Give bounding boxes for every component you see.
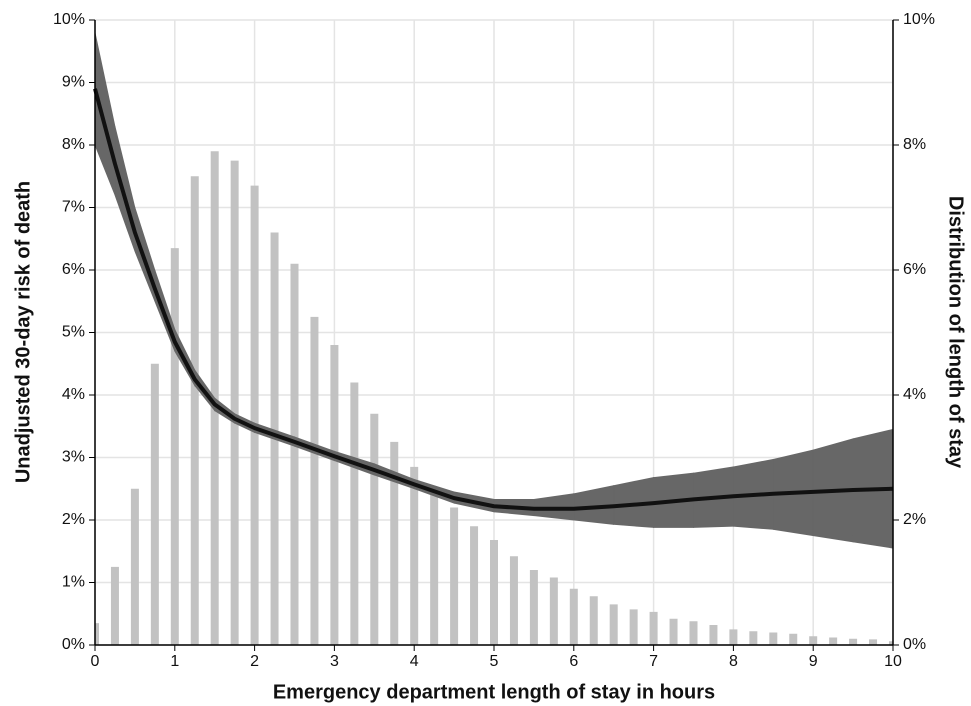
bar [629, 609, 638, 645]
bar [330, 345, 339, 645]
y-axis-label: Unadjusted 30-day risk of death [12, 181, 34, 483]
y2-axis-label: Distribution of length of stay [945, 196, 967, 469]
confidence-band [134, 207, 156, 302]
bar [410, 466, 419, 645]
x-tick-label: 1 [170, 653, 179, 670]
bar [829, 637, 838, 645]
bar [849, 638, 858, 645]
bar [350, 382, 359, 645]
bar [869, 639, 878, 645]
y-tick-label: 8% [62, 136, 85, 153]
x-tick-label: 7 [649, 653, 658, 670]
x-tick-label: 5 [490, 653, 499, 670]
y-tick-label: 0% [62, 636, 85, 653]
confidence-band [94, 32, 116, 196]
x-tick-label: 4 [410, 653, 419, 670]
bar [809, 636, 818, 645]
bar [450, 507, 459, 645]
y2-tick-label: 2% [903, 511, 926, 528]
bar [669, 618, 678, 645]
y-tick-label: 1% [62, 574, 85, 591]
bar [170, 248, 179, 645]
bar [529, 570, 538, 645]
bar [390, 441, 399, 645]
y-tick-label: 3% [62, 449, 85, 466]
y-tick-label: 9% [62, 74, 85, 91]
x-tick-label: 10 [884, 653, 902, 670]
y-tick-label: 4% [62, 386, 85, 403]
bar [470, 526, 479, 645]
x-tick-label: 6 [569, 653, 578, 670]
bar [250, 185, 259, 645]
line [93, 88, 894, 511]
bar [190, 176, 199, 645]
bar [150, 363, 159, 645]
bar [290, 263, 299, 645]
y-tick-label: 7% [62, 199, 85, 216]
y2-tick-label: 10% [903, 11, 935, 28]
bar [110, 566, 119, 645]
bar [95, 623, 99, 645]
bar [789, 633, 798, 645]
x-tick-label: 9 [809, 653, 818, 670]
bar [609, 604, 618, 645]
y2-tick-label: 6% [903, 261, 926, 278]
bar [749, 631, 758, 645]
y2-tick-label: 4% [903, 386, 926, 403]
bar [689, 621, 698, 645]
bar [589, 596, 598, 645]
bar [230, 160, 239, 645]
axes: 0% 1% 2% 3% 4% 5% 6% 7% 8% 9% 10% 0% 2% 4% 6% 8% 10% 0 1 2 3… [53, 11, 935, 670]
bar [130, 488, 139, 645]
y2-tick-label: 0% [903, 636, 926, 653]
bar [430, 488, 439, 645]
x-tick-label: 2 [250, 653, 259, 670]
x-tick-label: 0 [91, 653, 100, 670]
marks [93, 32, 894, 645]
bar [569, 588, 578, 645]
bar [729, 629, 738, 645]
y-tick-label: 2% [62, 511, 85, 528]
bar [370, 413, 379, 645]
bar [490, 540, 498, 645]
y-tick-label: 10% [53, 11, 85, 28]
bar [509, 556, 518, 645]
y-tick-label: 5% [62, 324, 85, 341]
bar [769, 632, 778, 645]
bar [709, 625, 718, 645]
x-tick-label: 8 [729, 653, 738, 670]
y2-tick-label: 8% [903, 136, 926, 153]
bar [889, 641, 893, 645]
x-axis-label: Emergency department length of stay in h… [273, 681, 715, 703]
bar [649, 611, 658, 645]
x-tick-label: 3 [330, 653, 339, 670]
bar [310, 316, 319, 645]
y-tick-label: 6% [62, 261, 85, 278]
bar [549, 577, 558, 645]
